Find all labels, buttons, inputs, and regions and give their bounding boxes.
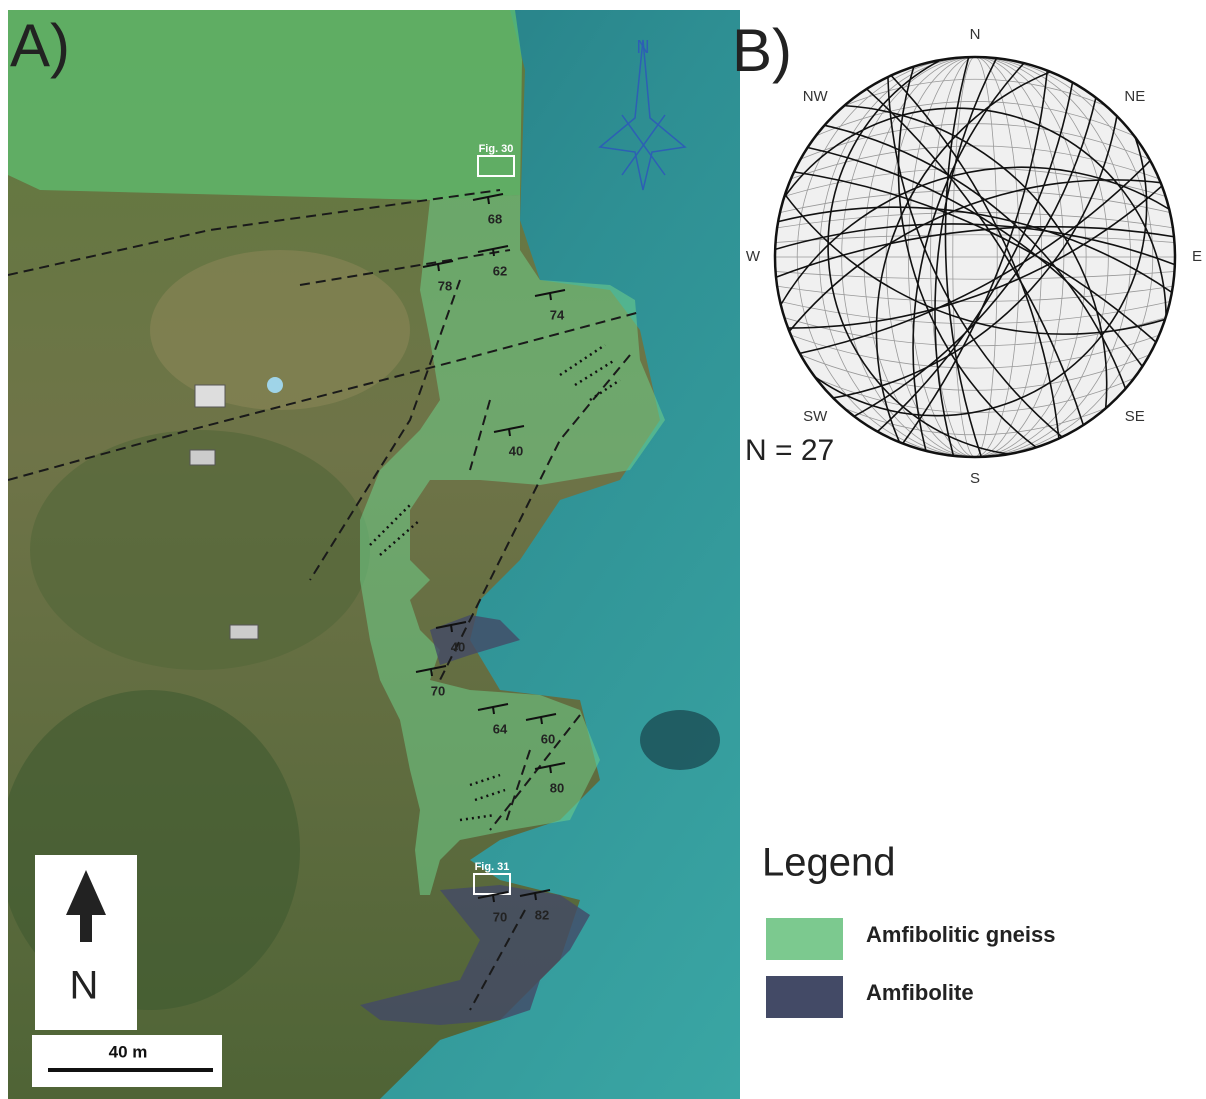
dip-tick [509, 429, 510, 436]
house [195, 385, 225, 407]
panel-label: B) [732, 17, 792, 84]
legend-swatch [766, 976, 843, 1018]
dip-label: 62 [493, 263, 507, 278]
legend-swatch [766, 918, 843, 960]
dip-label: 68 [488, 211, 502, 226]
pool [267, 377, 283, 393]
count-label: N = 27 [745, 434, 834, 467]
dip-tick [451, 625, 452, 632]
figure-ref: Fig. 31 [475, 861, 510, 873]
direction-label: W [746, 248, 761, 265]
dip-tick [431, 669, 432, 676]
dip-tick [488, 197, 489, 204]
dip-label: 40 [509, 443, 523, 458]
north-arrow-label: N [70, 964, 99, 1008]
dip-tick [541, 717, 542, 724]
dip-tick [493, 249, 494, 256]
dip-tick [438, 264, 439, 271]
dip-label: 70 [493, 909, 507, 924]
dip-tick [535, 893, 536, 900]
direction-label: SW [803, 408, 828, 425]
direction-label: N [970, 26, 981, 43]
direction-label: E [1192, 248, 1202, 265]
figure: A) N Fig. 30 Fig. 31 68 62 78 74 40 40 70 64 60 8… [0, 0, 1206, 1099]
north-star-label: N [637, 37, 650, 57]
house [190, 450, 215, 465]
scale-bar-label: 40 m [109, 1042, 148, 1061]
dip-label: 74 [550, 307, 565, 322]
dip-tick [550, 766, 551, 773]
panel-label: A) [10, 12, 70, 79]
dip-label: 60 [541, 731, 555, 746]
dip-label: 40 [451, 639, 465, 654]
house [230, 625, 258, 639]
legend-label: Amfibolitic gneiss [866, 922, 1055, 947]
direction-label: SE [1125, 408, 1145, 425]
dip-tick [550, 293, 551, 300]
dip-label: 80 [550, 780, 564, 795]
direction-label: NW [803, 88, 829, 105]
legend-label: Amfibolite [866, 980, 974, 1005]
dip-label: 70 [431, 683, 445, 698]
dip-tick [493, 895, 494, 902]
dip-label: 82 [535, 907, 549, 922]
dip-label: 78 [438, 278, 452, 293]
figure-ref: Fig. 30 [479, 143, 514, 155]
direction-label: S [970, 470, 980, 487]
legend: Amfibolitic gneiss Amfibolite [766, 918, 1055, 1018]
legend-title: Legend [762, 841, 895, 885]
dip-tick [493, 707, 494, 714]
dip-label: 64 [493, 721, 508, 736]
direction-label: NE [1124, 88, 1145, 105]
